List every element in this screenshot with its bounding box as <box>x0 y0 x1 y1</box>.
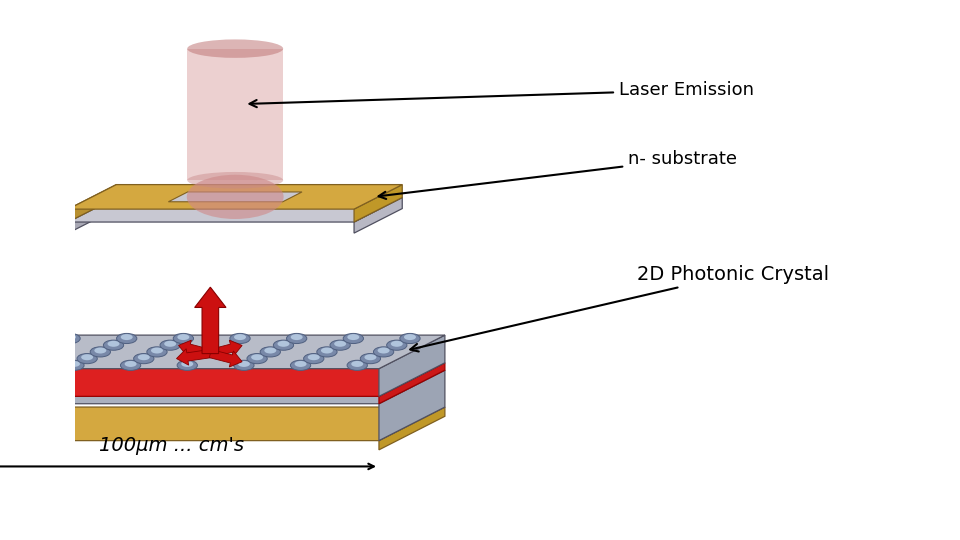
Ellipse shape <box>177 360 198 370</box>
Ellipse shape <box>321 348 333 354</box>
Polygon shape <box>0 407 48 450</box>
Ellipse shape <box>365 354 376 360</box>
Ellipse shape <box>173 333 194 343</box>
Ellipse shape <box>286 333 307 343</box>
Ellipse shape <box>234 360 254 370</box>
Ellipse shape <box>47 340 67 350</box>
Polygon shape <box>68 198 116 233</box>
Ellipse shape <box>334 341 347 347</box>
Ellipse shape <box>234 334 246 340</box>
Ellipse shape <box>387 340 407 350</box>
Ellipse shape <box>25 354 36 360</box>
Text: 2D Photonic Crystal: 2D Photonic Crystal <box>410 265 829 352</box>
Ellipse shape <box>187 175 283 219</box>
Polygon shape <box>0 363 48 404</box>
Ellipse shape <box>60 333 81 343</box>
Polygon shape <box>0 363 444 396</box>
Ellipse shape <box>138 354 150 360</box>
FancyArrow shape <box>177 349 211 365</box>
Ellipse shape <box>260 347 280 357</box>
Ellipse shape <box>291 334 302 340</box>
Ellipse shape <box>391 341 403 347</box>
Ellipse shape <box>120 360 141 370</box>
FancyArrow shape <box>179 340 211 357</box>
FancyArrow shape <box>195 287 226 354</box>
Ellipse shape <box>377 348 390 354</box>
Ellipse shape <box>90 347 110 357</box>
Ellipse shape <box>20 354 40 363</box>
Ellipse shape <box>104 340 124 350</box>
Ellipse shape <box>252 354 263 360</box>
Ellipse shape <box>303 354 324 363</box>
Ellipse shape <box>404 334 416 340</box>
Ellipse shape <box>164 341 177 347</box>
Ellipse shape <box>264 348 276 354</box>
Ellipse shape <box>133 354 154 363</box>
Ellipse shape <box>187 172 283 188</box>
Polygon shape <box>68 185 402 209</box>
Polygon shape <box>379 363 444 404</box>
Ellipse shape <box>116 333 137 343</box>
Polygon shape <box>379 335 444 396</box>
Ellipse shape <box>37 348 50 354</box>
Ellipse shape <box>399 333 420 343</box>
Text: n- substrate: n- substrate <box>378 150 737 199</box>
Ellipse shape <box>178 334 189 340</box>
Ellipse shape <box>82 354 93 360</box>
Ellipse shape <box>247 354 267 363</box>
Ellipse shape <box>147 347 167 357</box>
Ellipse shape <box>295 361 306 367</box>
Ellipse shape <box>317 347 337 357</box>
FancyArrow shape <box>209 340 242 357</box>
Ellipse shape <box>77 354 97 363</box>
Ellipse shape <box>187 39 283 58</box>
Text: Laser Emission: Laser Emission <box>250 81 754 107</box>
Ellipse shape <box>63 360 84 370</box>
Polygon shape <box>0 370 48 441</box>
Polygon shape <box>0 407 444 441</box>
Text: 100μm ... cm's: 100μm ... cm's <box>99 436 244 455</box>
Ellipse shape <box>51 341 62 347</box>
Ellipse shape <box>343 333 364 343</box>
Polygon shape <box>379 407 444 450</box>
Ellipse shape <box>348 360 368 370</box>
Polygon shape <box>68 185 116 222</box>
Ellipse shape <box>64 334 76 340</box>
Ellipse shape <box>94 348 107 354</box>
Ellipse shape <box>121 334 132 340</box>
Polygon shape <box>379 370 444 441</box>
Polygon shape <box>0 370 444 404</box>
Polygon shape <box>0 335 48 396</box>
Polygon shape <box>354 185 402 222</box>
Ellipse shape <box>308 354 320 360</box>
Ellipse shape <box>68 361 80 367</box>
Ellipse shape <box>274 340 294 350</box>
Ellipse shape <box>12 361 23 367</box>
Ellipse shape <box>34 347 54 357</box>
Polygon shape <box>168 192 302 202</box>
Ellipse shape <box>330 340 350 350</box>
Polygon shape <box>68 198 402 222</box>
Ellipse shape <box>7 360 28 370</box>
Polygon shape <box>354 198 402 233</box>
Ellipse shape <box>181 361 193 367</box>
Ellipse shape <box>238 361 250 367</box>
Ellipse shape <box>125 361 136 367</box>
Ellipse shape <box>351 361 363 367</box>
Ellipse shape <box>229 333 251 343</box>
Ellipse shape <box>151 348 163 354</box>
Polygon shape <box>0 335 444 369</box>
Polygon shape <box>187 49 283 180</box>
Ellipse shape <box>291 360 311 370</box>
Ellipse shape <box>277 341 290 347</box>
FancyArrow shape <box>209 349 242 367</box>
Ellipse shape <box>360 354 380 363</box>
Ellipse shape <box>160 340 180 350</box>
Ellipse shape <box>348 334 359 340</box>
Ellipse shape <box>373 347 394 357</box>
Ellipse shape <box>108 341 119 347</box>
